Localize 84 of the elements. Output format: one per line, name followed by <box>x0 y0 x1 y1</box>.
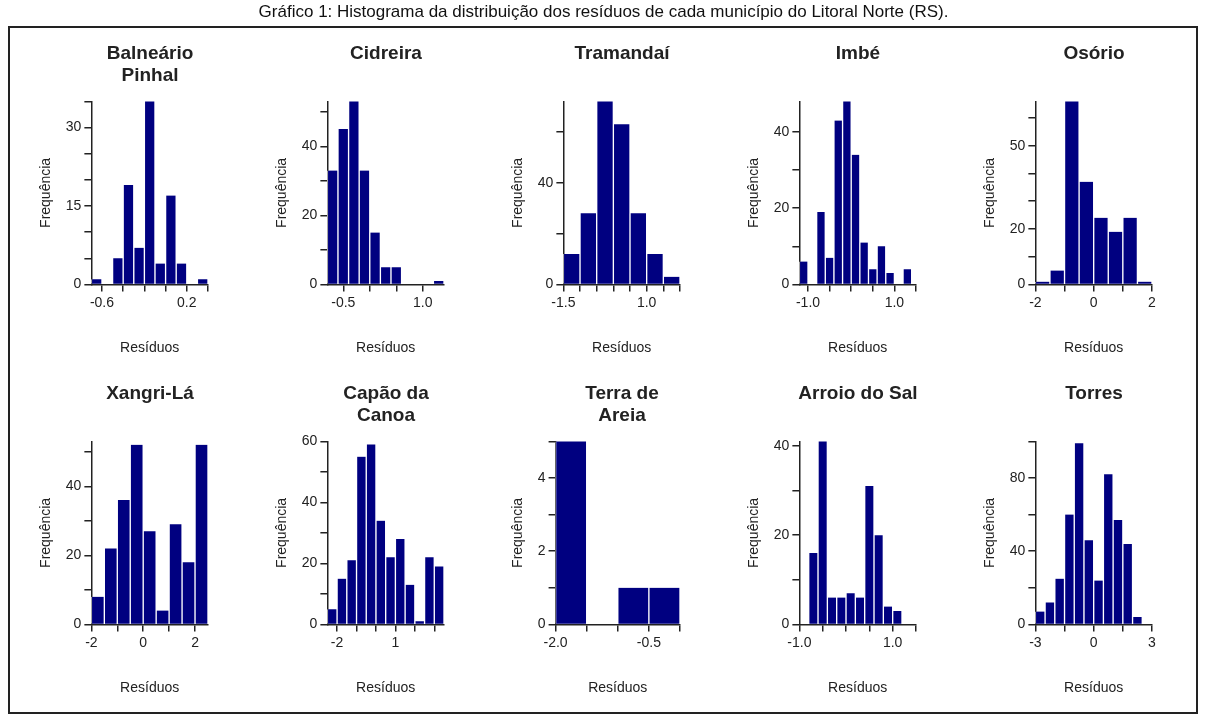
y-tick-label: 0 <box>309 275 318 292</box>
y-axis-title: Frequência <box>981 497 998 568</box>
x-axis-title: Resíduos <box>120 679 180 696</box>
chart-title: Terra de Areia <box>584 382 660 426</box>
y-tick-label: 40 <box>65 477 82 494</box>
y-tick-label: 40 <box>773 436 790 453</box>
x-tick-label: 0 <box>1089 293 1098 310</box>
x-tick-label: 1.0 <box>413 293 433 310</box>
y-axis-title: Frequência <box>509 497 526 568</box>
y-tick-label: 0 <box>1017 615 1026 632</box>
chart-title: Cidreira <box>349 42 423 64</box>
y-tick-label: 20 <box>1009 219 1026 236</box>
y-tick-label: 4 <box>537 468 546 485</box>
x-tick-label: 1.0 <box>884 293 905 310</box>
chart-title: Xangri-Lá <box>105 382 195 404</box>
chart-title: Balneário Pinhal <box>105 42 195 86</box>
y-axis-title: Frequência <box>37 157 54 228</box>
y-tick-label: 2 <box>537 542 546 559</box>
y-tick-label: 20 <box>773 199 790 216</box>
y-axis-title: Frequência <box>981 157 998 228</box>
y-tick-label: 0 <box>73 615 82 632</box>
x-axis-title: Resíduos <box>828 679 888 696</box>
chart-title: Arroio do Sal <box>798 382 918 404</box>
x-tick-label: 1.0 <box>636 293 657 310</box>
y-tick-label: 0 <box>545 275 554 292</box>
y-tick-label: 0 <box>1017 275 1026 292</box>
y-tick-label: 40 <box>773 122 790 139</box>
y-tick-label: 20 <box>773 525 790 542</box>
x-axis-title: Resíduos <box>588 679 648 696</box>
x-tick-label: -3 <box>1029 633 1042 650</box>
y-axis-title: Frequência <box>37 497 54 568</box>
y-tick-label: 40 <box>1009 542 1026 559</box>
y-axis-title: Frequência <box>273 497 290 568</box>
chart-title: Tramandaí <box>573 42 671 64</box>
text: Gráfico 1: Histograma da distribuição dos resíduos de cada município do Litoral Norte (RS). <box>257 2 950 22</box>
y-tick-label: 0 <box>309 615 318 632</box>
y-tick-label: 20 <box>301 554 318 571</box>
y-tick-label: 50 <box>1009 136 1026 153</box>
y-axis-title: Frequência <box>509 157 526 228</box>
y-tick-label: 0 <box>781 275 790 292</box>
x-tick-label: 0.2 <box>177 293 197 310</box>
x-tick-label: 0 <box>139 633 148 650</box>
x-axis-title: Resíduos <box>356 339 416 356</box>
x-tick-label: -2.0 <box>543 633 568 650</box>
x-tick-label: 1.0 <box>882 633 903 650</box>
y-axis-title: Frequência <box>745 497 762 568</box>
x-tick-label: -0.6 <box>89 293 115 310</box>
x-axis-title: Resíduos <box>828 339 888 356</box>
y-tick-label: 30 <box>65 118 82 135</box>
x-tick-label: 2 <box>1148 293 1157 310</box>
x-tick-label: 3 <box>1148 633 1157 650</box>
x-tick-label: -2 <box>85 633 98 650</box>
x-tick-label: -1.0 <box>787 633 812 650</box>
y-tick-label: 40 <box>301 493 318 510</box>
chart-title: Imbé <box>834 42 882 64</box>
y-tick-label: 40 <box>537 173 554 190</box>
x-axis-title: Resíduos <box>356 679 416 696</box>
x-axis-title: Resíduos <box>120 339 180 356</box>
x-tick-label: -0.5 <box>331 293 356 310</box>
y-axis-title: Frequência <box>273 157 290 228</box>
x-tick-label: 0 <box>1089 633 1098 650</box>
x-tick-label: 2 <box>191 633 200 650</box>
x-axis-title: Resíduos <box>1064 339 1124 356</box>
y-tick-label: 60 <box>301 432 318 449</box>
chart-title: Capão da Canoa <box>342 382 430 426</box>
y-axis-title: Frequência <box>745 157 762 228</box>
y-tick-label: 0 <box>73 275 82 292</box>
x-tick-label: -1.0 <box>795 293 821 310</box>
x-tick-label: -1.5 <box>551 293 576 310</box>
x-tick-label: -2 <box>1029 293 1042 310</box>
chart-title: Osório <box>1062 42 1126 64</box>
y-tick-label: 15 <box>65 196 82 213</box>
x-tick-label: -0.5 <box>636 633 662 650</box>
y-tick-label: 0 <box>781 615 790 632</box>
x-tick-label: 1 <box>391 633 400 650</box>
y-tick-label: 20 <box>65 546 82 563</box>
y-tick-label: 80 <box>1009 468 1026 485</box>
y-tick-label: 20 <box>301 206 318 223</box>
x-axis-title: Resíduos <box>1064 679 1124 696</box>
x-tick-label: -2 <box>330 633 344 650</box>
y-tick-label: 40 <box>301 137 318 154</box>
x-axis-title: Resíduos <box>592 339 652 356</box>
chart-title: Torres <box>1064 382 1124 404</box>
y-tick-label: 0 <box>537 615 546 632</box>
